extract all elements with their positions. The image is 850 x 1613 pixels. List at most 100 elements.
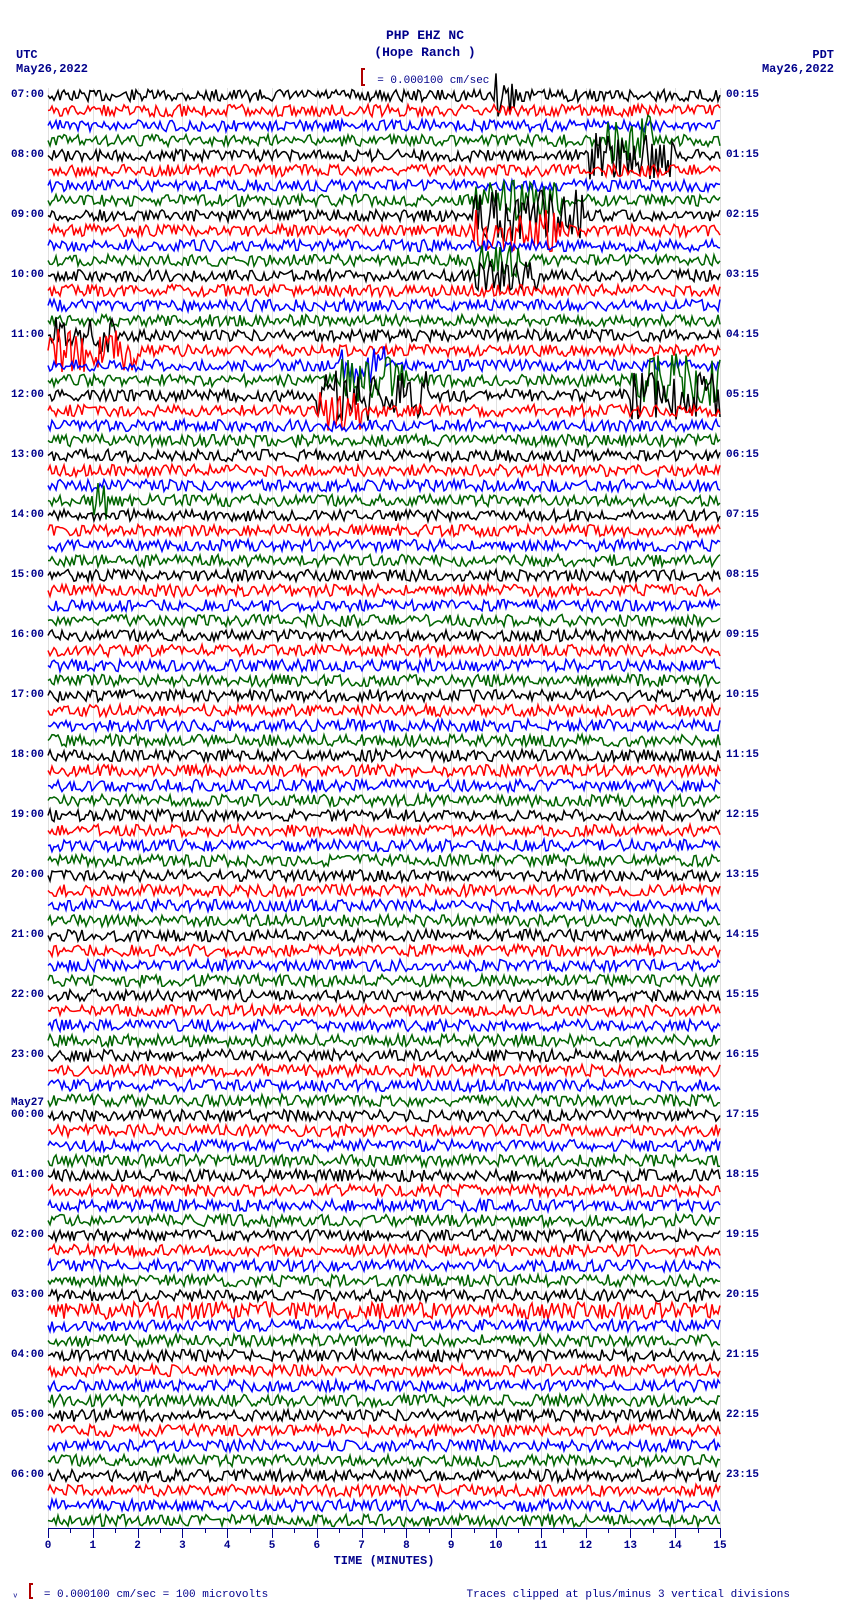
- left-time-label: 05:00: [0, 1410, 44, 1421]
- left-day-label: May27: [0, 1098, 44, 1109]
- right-time-label: 14:15: [726, 930, 759, 941]
- helicorder-container: PHP EHZ NC (Hope Ranch ) = 0.000100 cm/s…: [0, 0, 850, 1613]
- left-time-label: 19:00: [0, 810, 44, 821]
- x-tick: [406, 1528, 407, 1538]
- x-minor-tick: [250, 1528, 251, 1533]
- right-time-label: 10:15: [726, 690, 759, 701]
- x-tick-label: 12: [579, 1540, 592, 1552]
- x-tick: [182, 1528, 183, 1538]
- x-tick-label: 0: [45, 1540, 52, 1552]
- right-time-label: 11:15: [726, 750, 759, 761]
- tz-right-name: PDT: [762, 48, 834, 62]
- x-tick-label: 7: [358, 1540, 365, 1552]
- right-time-label: 09:15: [726, 630, 759, 641]
- x-minor-tick: [474, 1528, 475, 1533]
- footer-scale-bar-icon: [29, 1583, 33, 1599]
- left-time-label: 00:00: [0, 1110, 44, 1121]
- right-time-label: 01:15: [726, 150, 759, 161]
- left-time-label: 13:00: [0, 450, 44, 461]
- left-time-label: 10:00: [0, 270, 44, 281]
- x-minor-tick: [653, 1528, 654, 1533]
- x-tick: [227, 1528, 228, 1538]
- footer-prefix: ᵥ: [12, 1589, 19, 1601]
- x-tick: [451, 1528, 452, 1538]
- x-minor-tick: [115, 1528, 116, 1533]
- x-tick: [586, 1528, 587, 1538]
- x-axis-title: TIME (MINUTES): [48, 1554, 720, 1568]
- x-tick-label: 6: [313, 1540, 320, 1552]
- x-tick-label: 11: [534, 1540, 547, 1552]
- station-code: PHP EHZ NC: [0, 28, 850, 45]
- grid-line: [720, 88, 721, 1528]
- left-time-label: 22:00: [0, 990, 44, 1001]
- right-time-label: 19:15: [726, 1230, 759, 1241]
- x-tick: [93, 1528, 94, 1538]
- left-time-label: 08:00: [0, 150, 44, 161]
- x-minor-tick: [429, 1528, 430, 1533]
- left-time-label: 11:00: [0, 330, 44, 341]
- x-tick: [317, 1528, 318, 1538]
- x-minor-tick: [70, 1528, 71, 1533]
- right-time-label: 06:15: [726, 450, 759, 461]
- x-minor-tick: [518, 1528, 519, 1533]
- left-time-label: 01:00: [0, 1170, 44, 1181]
- right-time-label: 22:15: [726, 1410, 759, 1421]
- x-tick-label: 3: [179, 1540, 186, 1552]
- x-tick-label: 14: [669, 1540, 682, 1552]
- x-minor-tick: [563, 1528, 564, 1533]
- right-time-label: 15:15: [726, 990, 759, 1001]
- left-time-label: 14:00: [0, 510, 44, 521]
- x-minor-tick: [339, 1528, 340, 1533]
- x-tick: [272, 1528, 273, 1538]
- right-time-label: 12:15: [726, 810, 759, 821]
- right-time-label: 07:15: [726, 510, 759, 521]
- left-time-label: 20:00: [0, 870, 44, 881]
- left-time-label: 03:00: [0, 1290, 44, 1301]
- x-tick-label: 9: [448, 1540, 455, 1552]
- x-tick-label: 1: [89, 1540, 96, 1552]
- right-time-label: 02:15: [726, 210, 759, 221]
- left-time-label: 07:00: [0, 90, 44, 101]
- left-time-label: 02:00: [0, 1230, 44, 1241]
- x-tick-label: 5: [269, 1540, 276, 1552]
- x-tick: [496, 1528, 497, 1538]
- x-tick: [362, 1528, 363, 1538]
- x-tick: [630, 1528, 631, 1538]
- header: PHP EHZ NC (Hope Ranch ): [0, 28, 850, 62]
- tz-left-date: May26,2022: [16, 62, 88, 76]
- x-minor-tick: [294, 1528, 295, 1533]
- right-time-label: 05:15: [726, 390, 759, 401]
- x-minor-tick: [698, 1528, 699, 1533]
- station-location: (Hope Ranch ): [0, 45, 850, 62]
- tz-right-date: May26,2022: [762, 62, 834, 76]
- right-time-label: 04:15: [726, 330, 759, 341]
- left-time-label: 04:00: [0, 1350, 44, 1361]
- x-tick: [675, 1528, 676, 1538]
- right-time-label: 03:15: [726, 270, 759, 281]
- x-tick: [541, 1528, 542, 1538]
- tz-left-name: UTC: [16, 48, 88, 62]
- left-time-label: 12:00: [0, 390, 44, 401]
- footer-left-text: = 0.000100 cm/sec = 100 microvolts: [44, 1589, 268, 1601]
- left-time-label: 16:00: [0, 630, 44, 641]
- x-tick-label: 8: [403, 1540, 410, 1552]
- left-time-label: 18:00: [0, 750, 44, 761]
- x-tick-label: 4: [224, 1540, 231, 1552]
- right-time-label: 16:15: [726, 1050, 759, 1061]
- x-tick-label: 2: [134, 1540, 141, 1552]
- x-minor-tick: [160, 1528, 161, 1533]
- timezone-right: PDT May26,2022: [762, 48, 834, 77]
- timezone-left: UTC May26,2022: [16, 48, 88, 77]
- right-time-label: 20:15: [726, 1290, 759, 1301]
- trace-row: [48, 1513, 720, 1528]
- right-time-label: 08:15: [726, 570, 759, 581]
- left-time-label: 09:00: [0, 210, 44, 221]
- x-tick-label: 15: [713, 1540, 726, 1552]
- x-minor-tick: [608, 1528, 609, 1533]
- right-time-label: 21:15: [726, 1350, 759, 1361]
- right-time-label: 00:15: [726, 90, 759, 101]
- right-time-label: 17:15: [726, 1110, 759, 1121]
- x-tick-label: 13: [624, 1540, 637, 1552]
- left-time-label: 23:00: [0, 1050, 44, 1061]
- left-time-label: 06:00: [0, 1470, 44, 1481]
